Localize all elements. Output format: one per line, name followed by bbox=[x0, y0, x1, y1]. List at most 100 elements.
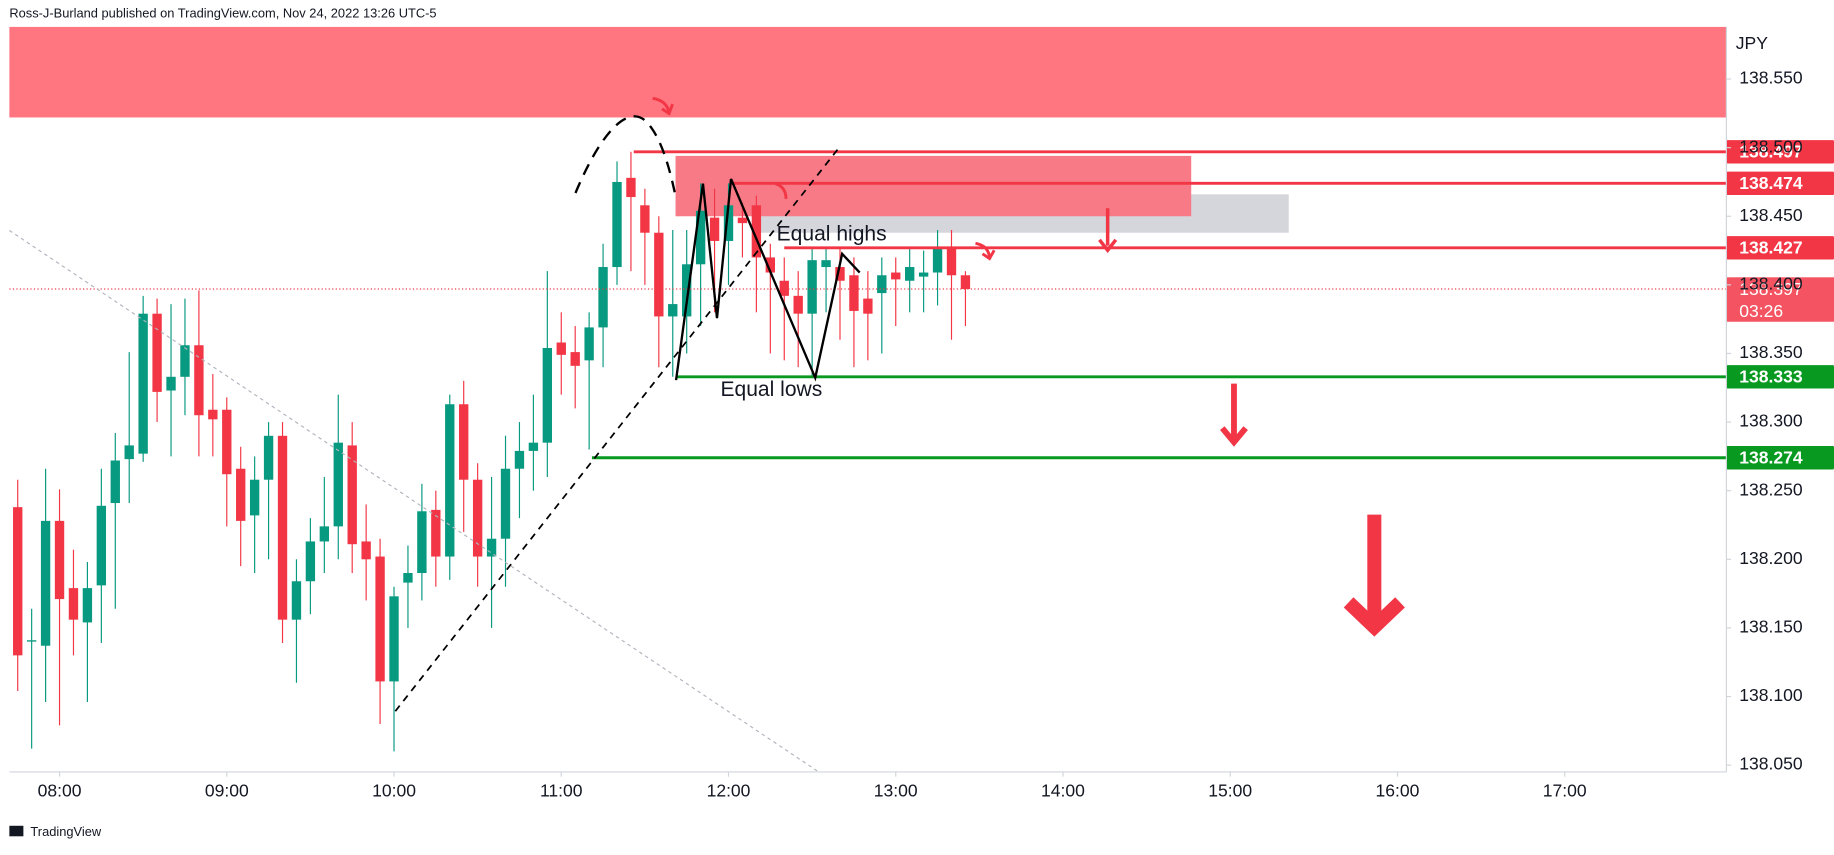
candle-body bbox=[124, 445, 134, 460]
candle-body bbox=[249, 479, 260, 516]
trend-line bbox=[9, 229, 820, 773]
candle-body bbox=[598, 267, 608, 328]
level-label: 138.333 bbox=[1739, 367, 1803, 387]
level-label: 138.497 bbox=[1739, 142, 1802, 162]
zigzag bbox=[674, 178, 861, 382]
candle-body bbox=[584, 327, 594, 361]
candle-body bbox=[138, 313, 148, 454]
level-label-box bbox=[1726, 446, 1834, 470]
x-tick-label: 08:00 bbox=[38, 780, 82, 800]
level-label: 138.427 bbox=[1739, 238, 1802, 258]
arrow bbox=[1343, 597, 1405, 637]
candle-body bbox=[96, 505, 107, 586]
candle-body bbox=[263, 435, 274, 480]
candle-body bbox=[821, 260, 831, 268]
arrow bbox=[1098, 238, 1118, 254]
level-label-box bbox=[1726, 365, 1834, 389]
candle-body bbox=[403, 573, 413, 583]
candle-body bbox=[236, 468, 246, 521]
level-label-box bbox=[1726, 236, 1834, 260]
annotation: Equal lows bbox=[721, 378, 823, 401]
candle-body bbox=[807, 260, 817, 314]
candle-body bbox=[417, 511, 427, 574]
candle-body bbox=[277, 435, 288, 620]
levels: 138.497 138.474 138.427 138.333 138.274 138.3… bbox=[9, 140, 1834, 470]
candle-body bbox=[13, 507, 23, 656]
candle-body bbox=[486, 538, 497, 557]
y-tick-label: 138.550 bbox=[1739, 68, 1803, 88]
x-tick-label: 11:00 bbox=[540, 780, 583, 800]
x-tick-label: 13:00 bbox=[874, 780, 918, 800]
candle-body bbox=[932, 247, 943, 273]
candle-body bbox=[765, 257, 775, 273]
x-tick-label: 17:00 bbox=[1543, 780, 1587, 800]
current-price-label: 138.397 bbox=[1739, 279, 1802, 299]
candle-body bbox=[514, 450, 525, 469]
candle-body bbox=[68, 588, 79, 620]
candle-body bbox=[208, 409, 218, 420]
candle-body bbox=[472, 479, 483, 557]
arrow bbox=[1220, 426, 1248, 447]
candle-body bbox=[877, 275, 887, 294]
candle-body bbox=[556, 342, 566, 355]
candle-body bbox=[793, 295, 803, 314]
candle-body bbox=[835, 267, 845, 281]
candle-body bbox=[891, 272, 901, 280]
x-tick-label: 15:00 bbox=[1208, 780, 1252, 800]
level-label: 138.274 bbox=[1739, 448, 1803, 468]
y-tick-label: 138.150 bbox=[1739, 617, 1803, 637]
candle-body bbox=[500, 468, 511, 539]
candle-body bbox=[737, 217, 748, 224]
y-tick-label: 138.350 bbox=[1739, 342, 1803, 362]
curve bbox=[574, 115, 678, 200]
zone bbox=[675, 155, 1192, 217]
candle-body bbox=[361, 541, 371, 560]
y-tick-label: 138.100 bbox=[1739, 685, 1803, 705]
arrow bbox=[774, 182, 788, 199]
x-tick-label: 12:00 bbox=[707, 780, 751, 800]
header: Ross-J-Burland published on TradingView.… bbox=[9, 5, 436, 20]
candle-body bbox=[668, 304, 678, 317]
drawings bbox=[9, 96, 1405, 773]
y-tick-label: 138.200 bbox=[1739, 548, 1803, 568]
candle-body bbox=[654, 232, 664, 317]
zones bbox=[9, 26, 1727, 233]
candle-body bbox=[82, 588, 93, 623]
level-label-box bbox=[1726, 171, 1834, 196]
candle-body bbox=[166, 376, 176, 391]
candle-body bbox=[54, 520, 65, 600]
x-tick-label: 16:00 bbox=[1376, 780, 1420, 800]
candle-body bbox=[180, 345, 190, 377]
candle-body bbox=[779, 280, 789, 296]
arrow bbox=[975, 241, 991, 258]
candle-body bbox=[626, 177, 636, 198]
level-label-box bbox=[1726, 140, 1834, 164]
logo bbox=[9, 825, 24, 837]
candle-body bbox=[459, 404, 469, 480]
x-tick-label: 10:00 bbox=[372, 780, 416, 800]
candle-body bbox=[709, 217, 720, 241]
candle-body bbox=[431, 509, 441, 557]
candle-body bbox=[222, 409, 232, 475]
y-tick-label: 138.450 bbox=[1739, 205, 1803, 225]
candle-body bbox=[682, 264, 692, 317]
candle-body bbox=[542, 347, 553, 443]
candle-body bbox=[640, 205, 650, 233]
y-tick-label: 138.300 bbox=[1739, 411, 1803, 431]
candle-body bbox=[194, 345, 204, 416]
candle-body bbox=[40, 520, 51, 646]
axes: 138.050 138.100 138.150 138.200 138.250 138.3… bbox=[38, 68, 1803, 801]
candle-body bbox=[723, 205, 734, 241]
footer: TradingView bbox=[30, 824, 101, 839]
candle-body bbox=[751, 205, 762, 258]
candle-body bbox=[347, 445, 357, 545]
candle-body bbox=[695, 210, 706, 265]
annotation: Equal highs bbox=[777, 223, 887, 246]
candle-body bbox=[319, 526, 330, 542]
level-label: 138.474 bbox=[1739, 173, 1803, 193]
zone bbox=[9, 26, 1727, 118]
candle-body bbox=[152, 313, 162, 392]
candle-body bbox=[26, 640, 37, 642]
